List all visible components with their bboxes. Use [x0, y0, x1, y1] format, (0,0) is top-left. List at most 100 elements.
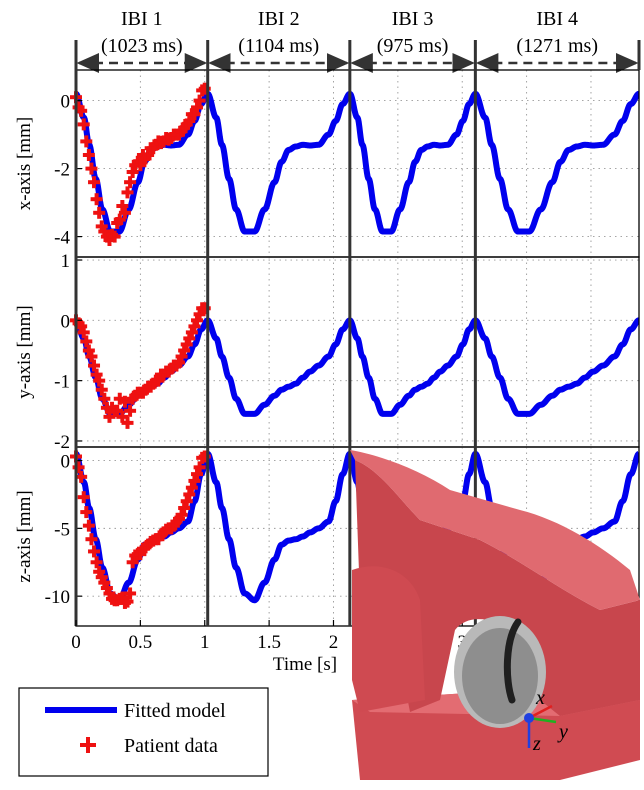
patient-data-point [183, 488, 196, 501]
y-tick-label: -2 [54, 432, 70, 453]
patient-data-point [103, 410, 116, 423]
patient-data-point [193, 94, 206, 107]
fitted-model-line [76, 317, 639, 417]
patient-data-point [191, 314, 204, 327]
patient-data-point [82, 519, 95, 532]
panel-1: 0 -2 -4 x-axis [mm] [14, 69, 640, 258]
x-tick-label: 0.5 [128, 632, 152, 653]
ibi-name-4: IBI 4 [536, 8, 578, 30]
patient-data-point [90, 556, 103, 569]
patient-data-point [90, 368, 103, 381]
legend-marker-patient [80, 737, 96, 753]
patient-data-point [118, 395, 131, 408]
patient-data-point [193, 308, 206, 321]
ibi-name-1: IBI 1 [121, 8, 163, 30]
patient-data-point [88, 176, 101, 189]
patient-data-point [126, 556, 139, 569]
patient-data-point [191, 468, 204, 481]
frame-origin [524, 713, 534, 723]
patient-data-point [80, 335, 93, 348]
patient-data-point [191, 101, 204, 114]
coordinate-frame: x y z [524, 687, 568, 755]
y-tick-label: 0 [61, 92, 71, 113]
patient-data-point [93, 206, 106, 219]
patient-data-point [98, 392, 111, 405]
patient-data-point [188, 108, 201, 121]
patient-data-point [85, 533, 98, 546]
patient-data-point [82, 344, 95, 357]
x-tick-label: 0 [71, 632, 81, 653]
patient-data-point [116, 410, 129, 423]
ibi-name-2: IBI 2 [258, 8, 300, 30]
patient-data-point [152, 374, 165, 387]
patient-data-point [185, 481, 198, 494]
patient-data-point [88, 359, 101, 372]
ibi-duration-2: (1104 ms) [238, 35, 319, 57]
patient-data-point [124, 404, 137, 417]
y-tick-label: 1 [61, 251, 71, 272]
patient-data-point [77, 118, 90, 131]
cavity-inner [462, 628, 538, 724]
y-axis-title: z-axis [mm] [14, 490, 35, 582]
panel-frame [75, 69, 640, 258]
patient-data-point [93, 374, 106, 387]
catheter [503, 618, 522, 704]
legend: Fitted model Patient data [18, 687, 269, 777]
patient-data-point [134, 159, 147, 172]
patient-data-point [90, 193, 103, 206]
legend-box [18, 687, 269, 777]
patient-data-point [188, 474, 201, 487]
patient-data-point [142, 149, 155, 161]
y-tick-label: -10 [45, 587, 70, 608]
x-tick-label: 1 [200, 632, 210, 653]
y-tick-label: 0 [61, 452, 71, 473]
y-tick-label: -5 [54, 519, 70, 540]
patient-data-point [111, 404, 124, 417]
patient-data-point [85, 162, 98, 175]
patient-data-point [124, 587, 137, 600]
patient-data-point [80, 135, 93, 148]
patient-data-point [77, 491, 90, 504]
tissue-lobe [352, 566, 425, 712]
panel-frame [75, 256, 640, 448]
x-tick-label: 1.5 [257, 632, 281, 653]
patient-data-point [193, 461, 206, 474]
fitted-model-line [76, 90, 639, 235]
patient-data-point [80, 506, 93, 519]
y-axis-title: x-axis [mm] [14, 117, 35, 210]
patient-data-point [82, 149, 95, 161]
patient-data-point [180, 495, 193, 508]
patient-data-point [175, 508, 188, 521]
y-tick-label: 0 [61, 311, 71, 332]
z-label: z [532, 733, 541, 755]
patient-data-point [180, 338, 193, 351]
ibi-name-3: IBI 3 [392, 8, 434, 30]
patient-data-point [124, 176, 137, 189]
patient-data-point [175, 350, 188, 363]
patient-data-point [118, 206, 131, 219]
ibi-duration-1: (1023 ms) [101, 35, 183, 57]
ibi-duration-3: (975 ms) [377, 35, 449, 57]
y-tick-label: -4 [54, 228, 70, 249]
patient-data-point [85, 350, 98, 363]
patient-data-point [108, 230, 121, 243]
patient-data-point [95, 383, 108, 396]
y-label: y [557, 721, 568, 743]
ibi-header: IBI 1 (1023 ms) IBI 2 (1104 ms) IBI 3 (975 ms… [76, 8, 639, 73]
patient-data-point [178, 502, 191, 515]
patient-data-point [188, 320, 201, 333]
patient-data-point [178, 344, 191, 357]
y-axis-title: y-axis [mm] [14, 305, 35, 398]
legend-label-fitted: Fitted model [124, 700, 226, 722]
patient-data-point [185, 326, 198, 339]
patient-data-point [88, 545, 101, 558]
y-tick-label: -1 [54, 372, 70, 393]
patient-data-point [126, 166, 139, 178]
patient-data-point [121, 186, 134, 199]
patient-data-point [113, 213, 126, 226]
panel-2: 1 0 -1 -2 y-axis [mm] [14, 251, 640, 453]
patient-data-point [172, 356, 185, 369]
tissue-vessel-top [350, 450, 640, 610]
patient-data-point [121, 416, 134, 429]
